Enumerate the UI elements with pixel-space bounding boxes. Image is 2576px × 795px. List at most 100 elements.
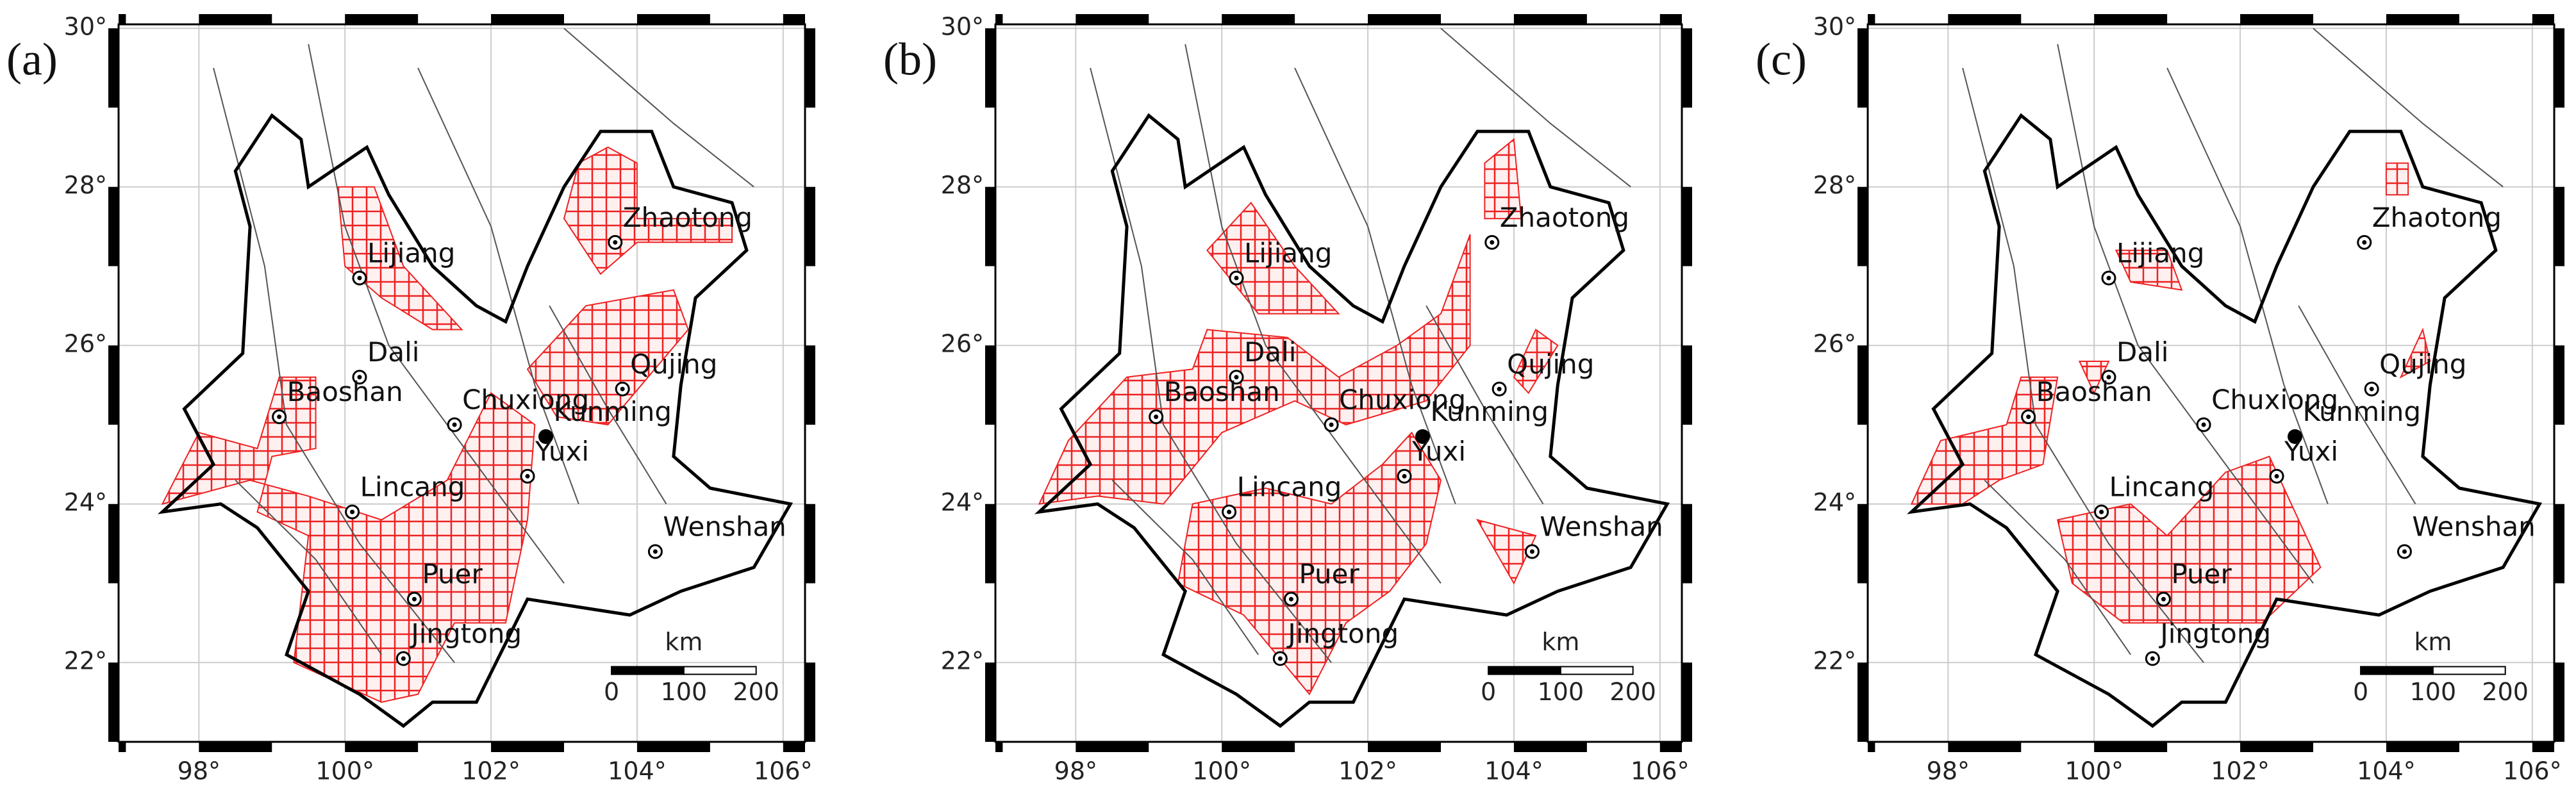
- y-tick-label: 30°: [941, 13, 984, 41]
- fault-line: [2298, 305, 2416, 505]
- scale-segment: [1559, 666, 1634, 675]
- frame-band: [1513, 742, 1587, 752]
- frame-band: [2554, 28, 2564, 108]
- frame-band: [108, 662, 119, 742]
- city-dot: [401, 656, 406, 661]
- fault-line: [1184, 44, 1442, 584]
- frame-band: [1682, 504, 1692, 584]
- city-label: Chuxiong: [2211, 384, 2338, 415]
- frame-band: [491, 14, 565, 24]
- hazard-area: [2115, 249, 2183, 291]
- city-label: Puer: [422, 559, 483, 590]
- province-border: [1906, 113, 2543, 728]
- city-dot: [2106, 375, 2111, 380]
- city-dot: [1234, 275, 1239, 281]
- city-dot: [620, 386, 625, 391]
- frame-band: [1222, 742, 1295, 752]
- hazard-area: [1484, 138, 1522, 220]
- city-label: Puer: [1299, 559, 1359, 590]
- frame-band: [1513, 14, 1587, 24]
- city-label: Kunming: [2303, 396, 2422, 427]
- city-dot: [2201, 422, 2206, 427]
- frame-band: [1659, 742, 1682, 752]
- city-dot: [350, 509, 355, 514]
- fault-line: [1984, 479, 2132, 655]
- frame-band: [2532, 742, 2554, 752]
- frame-band: [1948, 742, 2022, 752]
- frame-band: [108, 186, 119, 266]
- y-tick-label: 28°: [1813, 171, 1856, 199]
- hazard-area: [1513, 328, 1559, 395]
- city-dot: [357, 375, 362, 380]
- city-label: Zhaotong: [1500, 202, 1629, 233]
- x-tick-label: 100°: [315, 757, 374, 785]
- city-dot: [613, 240, 618, 245]
- frame-band: [108, 28, 119, 108]
- frame-band: [1076, 14, 1149, 24]
- frame-band: [199, 14, 272, 24]
- city-label: Yuxi: [1411, 436, 1466, 467]
- scale-label: 0: [2353, 678, 2368, 706]
- frame-band: [119, 14, 126, 24]
- frame-band: [783, 14, 805, 24]
- city-label: Kunming: [1431, 396, 1549, 427]
- city-marker: [538, 429, 554, 445]
- panel-label: (b): [883, 34, 937, 85]
- frame-band: [985, 186, 995, 266]
- fault-line: [1962, 67, 2204, 663]
- city-label: Dali: [367, 336, 419, 368]
- scale-label: 200: [733, 678, 779, 706]
- y-tick-label: 22°: [1813, 647, 1856, 675]
- frame-band: [985, 345, 995, 425]
- frame-band: [985, 504, 995, 584]
- frame-band: [345, 14, 419, 24]
- x-tick-label: 106°: [754, 757, 813, 785]
- x-tick-label: 98°: [178, 757, 220, 785]
- frame-band: [1948, 14, 2022, 24]
- city-label: Yuxi: [2284, 436, 2338, 467]
- fault-line: [2057, 44, 2314, 584]
- city-label: Baoshan: [2036, 376, 2152, 407]
- y-tick-label: 26°: [1813, 330, 1856, 358]
- city-dot: [1277, 656, 1283, 661]
- city-label: Dali: [2116, 336, 2168, 368]
- x-tick-label: 100°: [2065, 757, 2123, 785]
- frame-band: [2094, 742, 2168, 752]
- y-tick-label: 28°: [64, 171, 107, 199]
- x-tick-label: 102°: [2211, 757, 2270, 785]
- y-tick-label: 24°: [941, 488, 984, 516]
- city-marker: [2288, 429, 2303, 445]
- scale-segment: [611, 666, 685, 675]
- y-tick-label: 30°: [64, 13, 107, 41]
- city-dot: [2150, 656, 2155, 661]
- city-dot: [1497, 386, 1502, 391]
- city-dot: [1490, 240, 1495, 245]
- frame-band: [1682, 28, 1692, 108]
- frame-band: [2240, 742, 2314, 752]
- frame-band: [1868, 14, 1875, 24]
- y-tick-label: 22°: [64, 647, 107, 675]
- city-label: Jingtong: [2158, 618, 2271, 650]
- x-tick-label: 100°: [1192, 757, 1251, 785]
- frame-band: [2532, 14, 2554, 24]
- y-tick-label: 28°: [941, 171, 984, 199]
- scale-segment: [683, 666, 757, 675]
- map-panel: 98° 100° 102° 104° 106° 22° 24° 26° 28° 30° Lijian…: [6, 13, 815, 785]
- frame-band: [805, 662, 815, 742]
- city-dot: [277, 414, 282, 420]
- hazard-area: [2385, 162, 2409, 196]
- city-dot: [1234, 375, 1239, 380]
- y-tick-label: 26°: [64, 330, 107, 358]
- city-label: Lijiang: [367, 238, 455, 269]
- city-dot: [2362, 240, 2367, 245]
- frame-band: [805, 186, 815, 266]
- city-dot: [2369, 386, 2374, 391]
- frame-band: [2554, 504, 2564, 584]
- city-marker: [1415, 429, 1431, 445]
- frame-band: [985, 28, 995, 108]
- scale-label: 100: [1538, 678, 1584, 706]
- frame-band: [783, 742, 805, 752]
- frame-band: [1857, 28, 1868, 108]
